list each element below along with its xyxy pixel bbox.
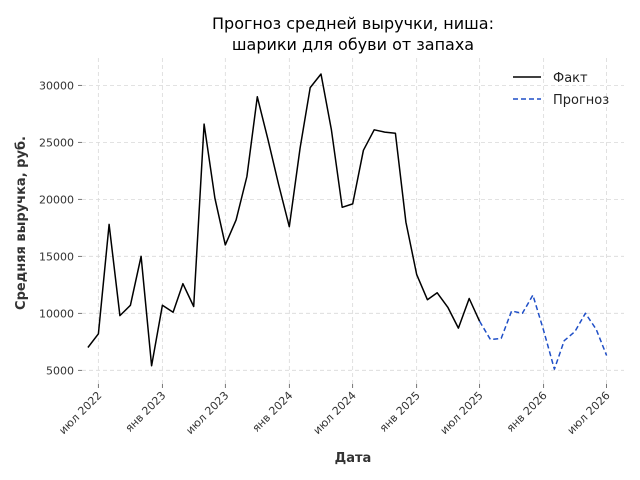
- x-tick-label: июл 2023: [183, 389, 231, 437]
- x-tick-label: янв 2026: [504, 389, 550, 435]
- chart-title-line-1: Прогноз средней выручки, ниша:: [212, 14, 494, 33]
- y-tick-label: 5000: [46, 364, 74, 377]
- x-tick-label: янв 2023: [123, 389, 169, 435]
- series-line-forecast: [478, 294, 608, 370]
- x-tick-label: июл 2026: [565, 389, 613, 437]
- x-tick-label: янв 2025: [377, 389, 423, 435]
- y-tick-label: 15000: [39, 250, 74, 263]
- legend: Факт Прогноз: [513, 71, 609, 108]
- x-tick-label: июл 2024: [311, 389, 359, 437]
- y-tick-label: 25000: [39, 136, 74, 149]
- x-axis-label: Дата: [335, 451, 372, 466]
- legend-label: Факт: [553, 71, 588, 86]
- x-tick-label: июл 2022: [56, 389, 104, 437]
- x-tick-label: янв 2024: [250, 389, 296, 435]
- y-tick-label: 20000: [39, 193, 74, 206]
- chart-title-line-2: шарики для обуви от запаха: [232, 35, 474, 54]
- series-line-fact: [87, 73, 481, 367]
- y-axis: 5000 10000 15000 20000 25000 30000: [39, 79, 82, 377]
- y-tick-label: 30000: [39, 79, 74, 92]
- x-tick-label: июл 2025: [438, 389, 486, 437]
- grid: [82, 58, 624, 384]
- y-tick-label: 10000: [39, 307, 74, 320]
- x-axis: июл 2022 янв 2023 июл 2023 янв 2024 июл 2024…: [56, 384, 613, 437]
- legend-label: Прогноз: [553, 93, 609, 108]
- y-axis-label: Средняя выручка, руб.: [14, 136, 29, 310]
- series-lines: [87, 73, 608, 370]
